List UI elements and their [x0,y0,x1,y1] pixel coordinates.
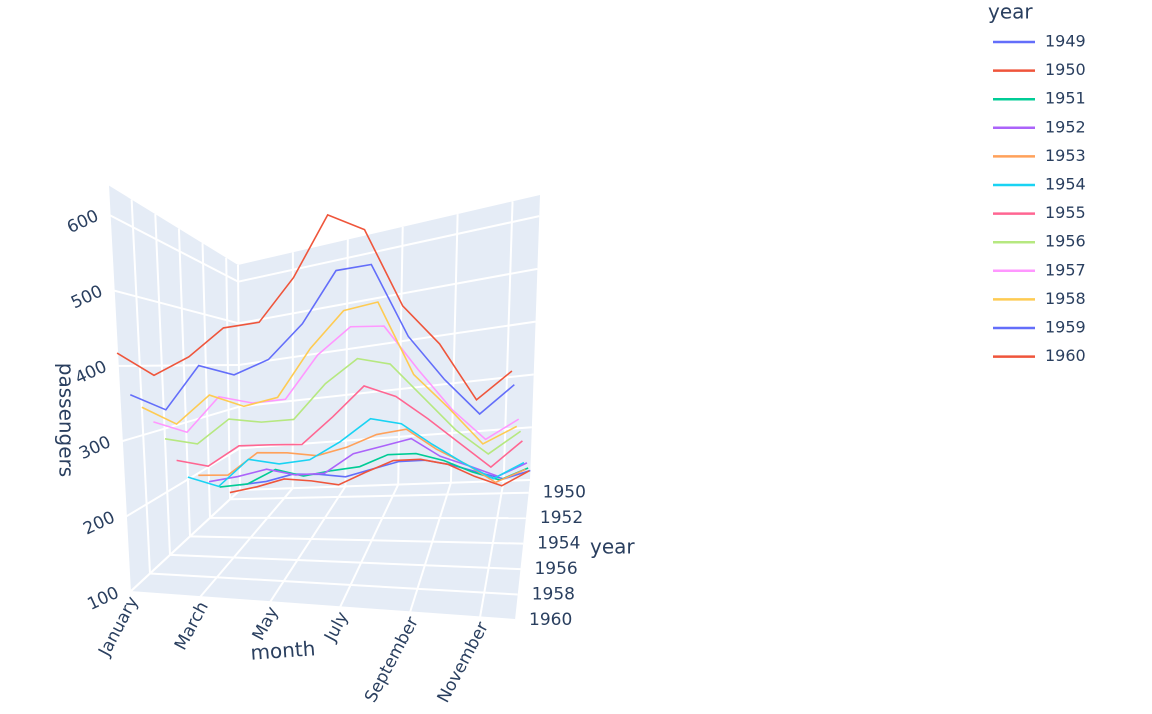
legend-label: 1953 [1045,146,1086,165]
z-tick-label: 600 [64,206,102,238]
grid-line [237,264,241,491]
grid-line [269,485,347,603]
data-line [187,417,525,488]
legend-item[interactable]: 1949 [993,32,1086,51]
legend-label: 1951 [1045,89,1086,108]
x-tick-label: July [320,609,352,646]
data-line [141,301,518,445]
legend-item[interactable]: 1952 [993,117,1086,136]
grid-line [239,479,531,491]
z-tick-label: 200 [80,508,118,540]
y-tick-label: 1958 [532,585,575,605]
data-line [116,213,513,402]
y-tick-label: 1954 [537,534,580,554]
y-axis-title: year [590,535,635,559]
scene [107,184,540,621]
legend-label: 1960 [1045,346,1086,365]
grid-line [344,239,349,487]
grid-line [225,257,231,500]
z-axis-title: passengers [55,363,79,477]
z-tick-label: 300 [76,432,114,464]
grid-line [129,591,516,621]
legend-label: 1957 [1045,260,1086,279]
legend-label: 1952 [1045,117,1086,136]
x-tick-label: September [361,614,423,706]
x-tick-label: November [434,619,493,706]
data-line [229,458,530,494]
grid-line [154,214,171,555]
legend-label: 1955 [1045,203,1086,222]
grid-line [339,484,400,608]
legend-label: 1958 [1045,289,1086,308]
legend-label: 1950 [1045,60,1086,79]
grid-line [479,480,505,618]
grid-line [199,487,294,598]
legend-item[interactable]: 1955 [993,203,1086,222]
data-line [153,325,520,441]
legend-label: 1954 [1045,175,1086,194]
y-tick-label: 1952 [540,508,583,528]
grid-line [169,553,521,571]
legend: 1949 1950 1951 1952 1953 1954 1955 1956 1957 1958… [993,32,1086,365]
z-tick-label: 500 [68,281,106,313]
grid-line [409,482,452,613]
legend-item[interactable]: 1960 [993,346,1086,365]
legend-item[interactable]: 1954 [993,175,1086,194]
grid-line [189,535,524,545]
legend-item[interactable]: 1956 [993,232,1086,251]
grid-line [149,572,518,596]
y-tick-label: 1950 [543,483,586,503]
x-tick-label: March [171,598,213,653]
y-tick-label: 1960 [529,610,572,630]
x-axis-title: month [250,636,316,664]
grid-line [129,489,241,593]
grid-line [109,214,239,283]
grid-line [113,289,239,325]
data-line [129,263,515,416]
legend-item[interactable]: 1958 [993,289,1086,308]
legend-item[interactable]: 1951 [993,89,1086,108]
grid-line [177,228,191,537]
data-line [219,452,529,488]
grid-line [239,373,534,408]
data-line [164,357,522,455]
legend-title: year [988,0,1033,24]
floor [130,480,530,620]
grid-line [201,243,211,518]
grid-line [238,320,536,366]
y-tick-label: 1956 [534,559,577,579]
legend-item[interactable]: 1950 [993,60,1086,79]
legend-item[interactable]: 1959 [993,318,1086,337]
legend-item[interactable]: 1953 [993,146,1086,165]
data-line [176,385,523,469]
grid-line [502,201,514,481]
legend-label: 1959 [1045,318,1086,337]
legend-label: 1949 [1045,32,1086,51]
grid-line [130,199,151,574]
grid-line [229,491,529,501]
grid-line [237,215,540,283]
grid-line [125,447,241,518]
legend-item[interactable]: 1957 [993,260,1086,279]
legend-label: 1956 [1045,232,1086,251]
grid-line [121,405,240,443]
grid-line [107,184,131,593]
side-wall [108,185,240,592]
